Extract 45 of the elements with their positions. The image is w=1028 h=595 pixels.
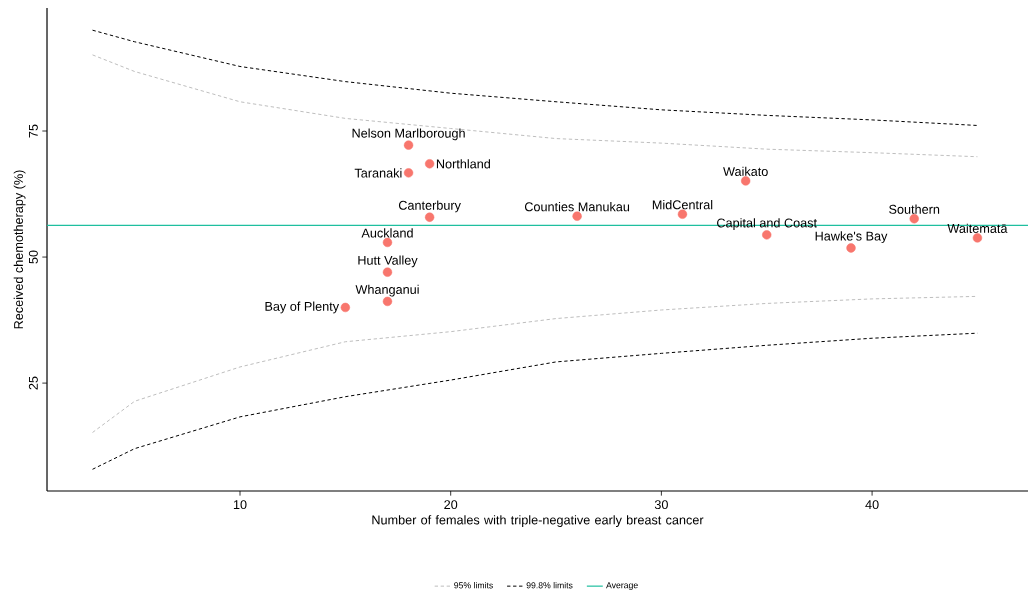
y-tick-label: 25 — [28, 376, 38, 390]
annotation: Nelson Marlborough — [352, 128, 465, 141]
line-series — [92, 332, 978, 470]
annotation: Waikato — [723, 166, 768, 176]
x-tick-label: 10 — [233, 500, 247, 510]
annotation: Whanganui — [355, 284, 419, 297]
point — [677, 209, 688, 219]
annotation: Northland — [436, 159, 490, 169]
annotation: Hutt Valley — [358, 255, 418, 268]
point — [382, 296, 393, 307]
annotation: Waitematā — [947, 223, 1008, 233]
point — [424, 159, 435, 169]
annotation: Canterbury — [398, 200, 461, 213]
annotation: Hawke's Bay — [815, 231, 888, 244]
annotation: Bay of Plenty — [265, 301, 340, 314]
annotation: Counties Manukau — [524, 201, 630, 212]
line-series — [92, 54, 978, 158]
line-series — [92, 29, 978, 126]
point — [972, 233, 983, 243]
point — [741, 176, 751, 186]
point — [424, 212, 435, 222]
point — [572, 211, 582, 221]
point — [403, 168, 414, 178]
line-series — [92, 295, 978, 433]
annotation: Auckland — [361, 228, 413, 238]
legend-label: 95% limits — [454, 582, 493, 589]
x-tick-label: 40 — [865, 500, 879, 510]
annotation: Taranaki — [354, 168, 402, 178]
point — [909, 214, 919, 224]
point — [340, 302, 351, 313]
point — [762, 230, 772, 240]
point — [846, 243, 856, 253]
x-axis-title: Number of females with triple-negative early breast cancer — [372, 515, 704, 527]
point — [382, 237, 393, 248]
x-tick-label: 20 — [444, 500, 458, 510]
legend-label: Average — [606, 582, 638, 590]
y-tick-label: 75 — [29, 124, 38, 138]
annotation: Southern — [889, 204, 940, 214]
legend-label: 99.8% limits — [526, 582, 573, 589]
y-axis-title: Received chemotherapy (%) — [13, 170, 26, 329]
point — [382, 267, 393, 277]
point — [403, 140, 414, 150]
annotation: MidCentral — [652, 199, 713, 210]
y-tick-label: 50 — [28, 250, 38, 264]
x-tick-label: 30 — [654, 500, 668, 510]
